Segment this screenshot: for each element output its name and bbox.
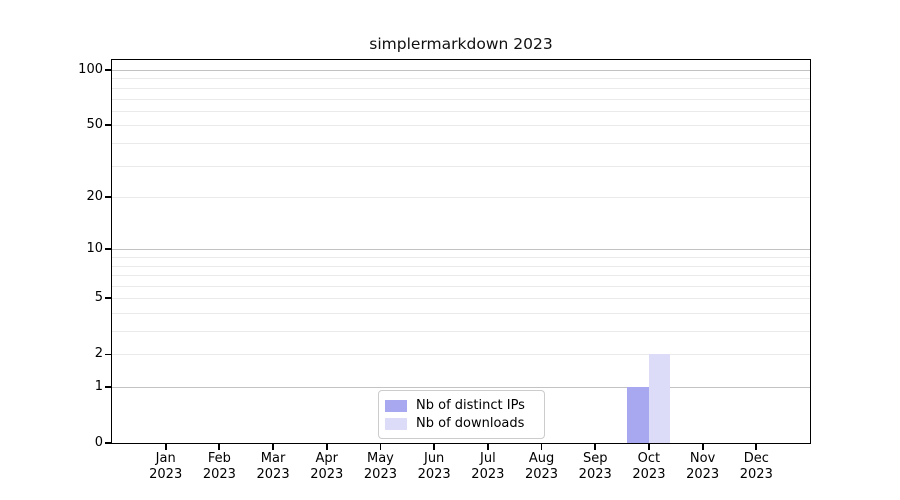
y-tick <box>105 248 112 251</box>
gridline-major <box>112 249 810 251</box>
x-tick-label: Jun 2023 <box>402 451 466 482</box>
legend-item-downloads: Nb of downloads <box>385 416 544 431</box>
gridline-minor <box>112 165 810 167</box>
y-tick-label: 1 <box>94 379 103 395</box>
y-tick <box>105 297 112 300</box>
bar <box>627 387 649 444</box>
x-tick-year: 2023 <box>739 466 773 482</box>
gridline-minor <box>112 354 810 356</box>
y-tick-label: 20 <box>86 189 103 205</box>
gridline-minor <box>112 110 810 112</box>
x-tick-year: 2023 <box>149 466 183 482</box>
x-tick-year: 2023 <box>363 466 397 482</box>
x-tick-label: Mar 2023 <box>241 451 305 482</box>
y-tick <box>105 353 112 356</box>
y-tick <box>105 442 112 445</box>
x-tick-year: 2023 <box>310 466 344 482</box>
y-tick <box>105 386 112 389</box>
gridline-major <box>112 387 810 389</box>
gridline-minor <box>112 142 810 144</box>
x-tick-year: 2023 <box>524 466 559 482</box>
x-tick <box>433 444 436 450</box>
x-tick-month: Jun <box>423 451 445 466</box>
plot-area <box>112 60 810 444</box>
x-tick-month: Sep <box>582 451 608 466</box>
x-tick-year: 2023 <box>471 466 505 482</box>
x-tick-label: Sep 2023 <box>563 451 627 482</box>
gridline-minor <box>112 125 810 127</box>
legend-swatch-downloads-icon <box>385 417 407 430</box>
gridline-minor <box>112 78 810 80</box>
x-tick-month: Feb <box>207 451 231 466</box>
gridline-minor <box>112 313 810 315</box>
gridline-minor <box>112 331 810 333</box>
x-tick <box>218 444 221 450</box>
y-tick <box>105 69 112 71</box>
x-tick <box>272 444 274 450</box>
x-tick-label: Nov 2023 <box>671 451 735 482</box>
x-tick <box>755 444 758 450</box>
legend: Nb of distinct IPs Nb of downloads <box>378 390 545 439</box>
x-tick-year: 2023 <box>686 466 720 482</box>
x-tick-year: 2023 <box>417 466 451 482</box>
legend-label-downloads: Nb of downloads <box>416 416 525 431</box>
x-tick-month: Jul <box>480 451 496 466</box>
chart-title: simplermarkdown 2023 <box>369 35 553 53</box>
x-tick <box>701 444 704 450</box>
x-tick-month: Nov <box>689 451 716 466</box>
x-tick-month: Apr <box>315 451 339 466</box>
y-tick-label: 50 <box>86 117 103 133</box>
y-tick-label: 5 <box>94 290 103 306</box>
x-tick-month: May <box>367 451 394 466</box>
x-tick-month: Dec <box>743 451 769 466</box>
x-tick-label: May 2023 <box>348 451 412 482</box>
x-tick-label: Jul 2023 <box>456 451 520 482</box>
x-tick <box>486 444 489 450</box>
x-tick <box>379 444 382 450</box>
x-tick-month: Oct <box>637 451 661 466</box>
x-tick-label: Oct 2023 <box>617 451 681 482</box>
x-tick-month: Aug <box>528 451 555 466</box>
x-tick-month: Jan <box>155 451 176 466</box>
bar <box>648 354 671 444</box>
x-tick <box>648 444 650 450</box>
x-tick-year: 2023 <box>632 466 666 482</box>
y-tick-label: 2 <box>94 346 103 362</box>
gridline-minor <box>112 285 810 287</box>
x-tick <box>540 444 543 450</box>
y-tick <box>105 196 112 198</box>
y-tick-label: 100 <box>78 62 103 77</box>
x-tick <box>325 444 328 450</box>
x-tick-label: Feb 2023 <box>187 451 251 482</box>
x-tick-label: Dec 2023 <box>724 451 788 482</box>
gridline-minor <box>112 87 810 89</box>
legend-item-distinct-ips: Nb of distinct IPs <box>385 398 544 413</box>
x-tick-label: Apr 2023 <box>295 451 359 482</box>
x-tick-label: Aug 2023 <box>510 451 574 482</box>
gridline-minor <box>112 98 810 100</box>
legend-swatch-distinct-ips-icon <box>385 399 407 412</box>
gridline-minor <box>112 298 810 300</box>
x-tick-year: 2023 <box>256 466 290 482</box>
legend-label-distinct-ips: Nb of distinct IPs <box>416 398 525 413</box>
gridline-minor <box>112 197 810 199</box>
x-tick-year: 2023 <box>202 466 236 482</box>
y-tick-label: 10 <box>86 241 103 257</box>
x-tick <box>164 444 167 450</box>
y-tick-label: 0 <box>94 435 103 451</box>
gridline-minor <box>112 257 810 259</box>
gridline-major <box>112 70 810 71</box>
x-tick-label: Jan 2023 <box>134 451 198 482</box>
gridline-minor <box>112 265 810 267</box>
x-tick-month: Mar <box>260 451 286 466</box>
y-tick <box>105 124 112 127</box>
x-tick <box>594 444 597 450</box>
x-tick-year: 2023 <box>578 466 612 482</box>
gridline-minor <box>112 275 810 277</box>
